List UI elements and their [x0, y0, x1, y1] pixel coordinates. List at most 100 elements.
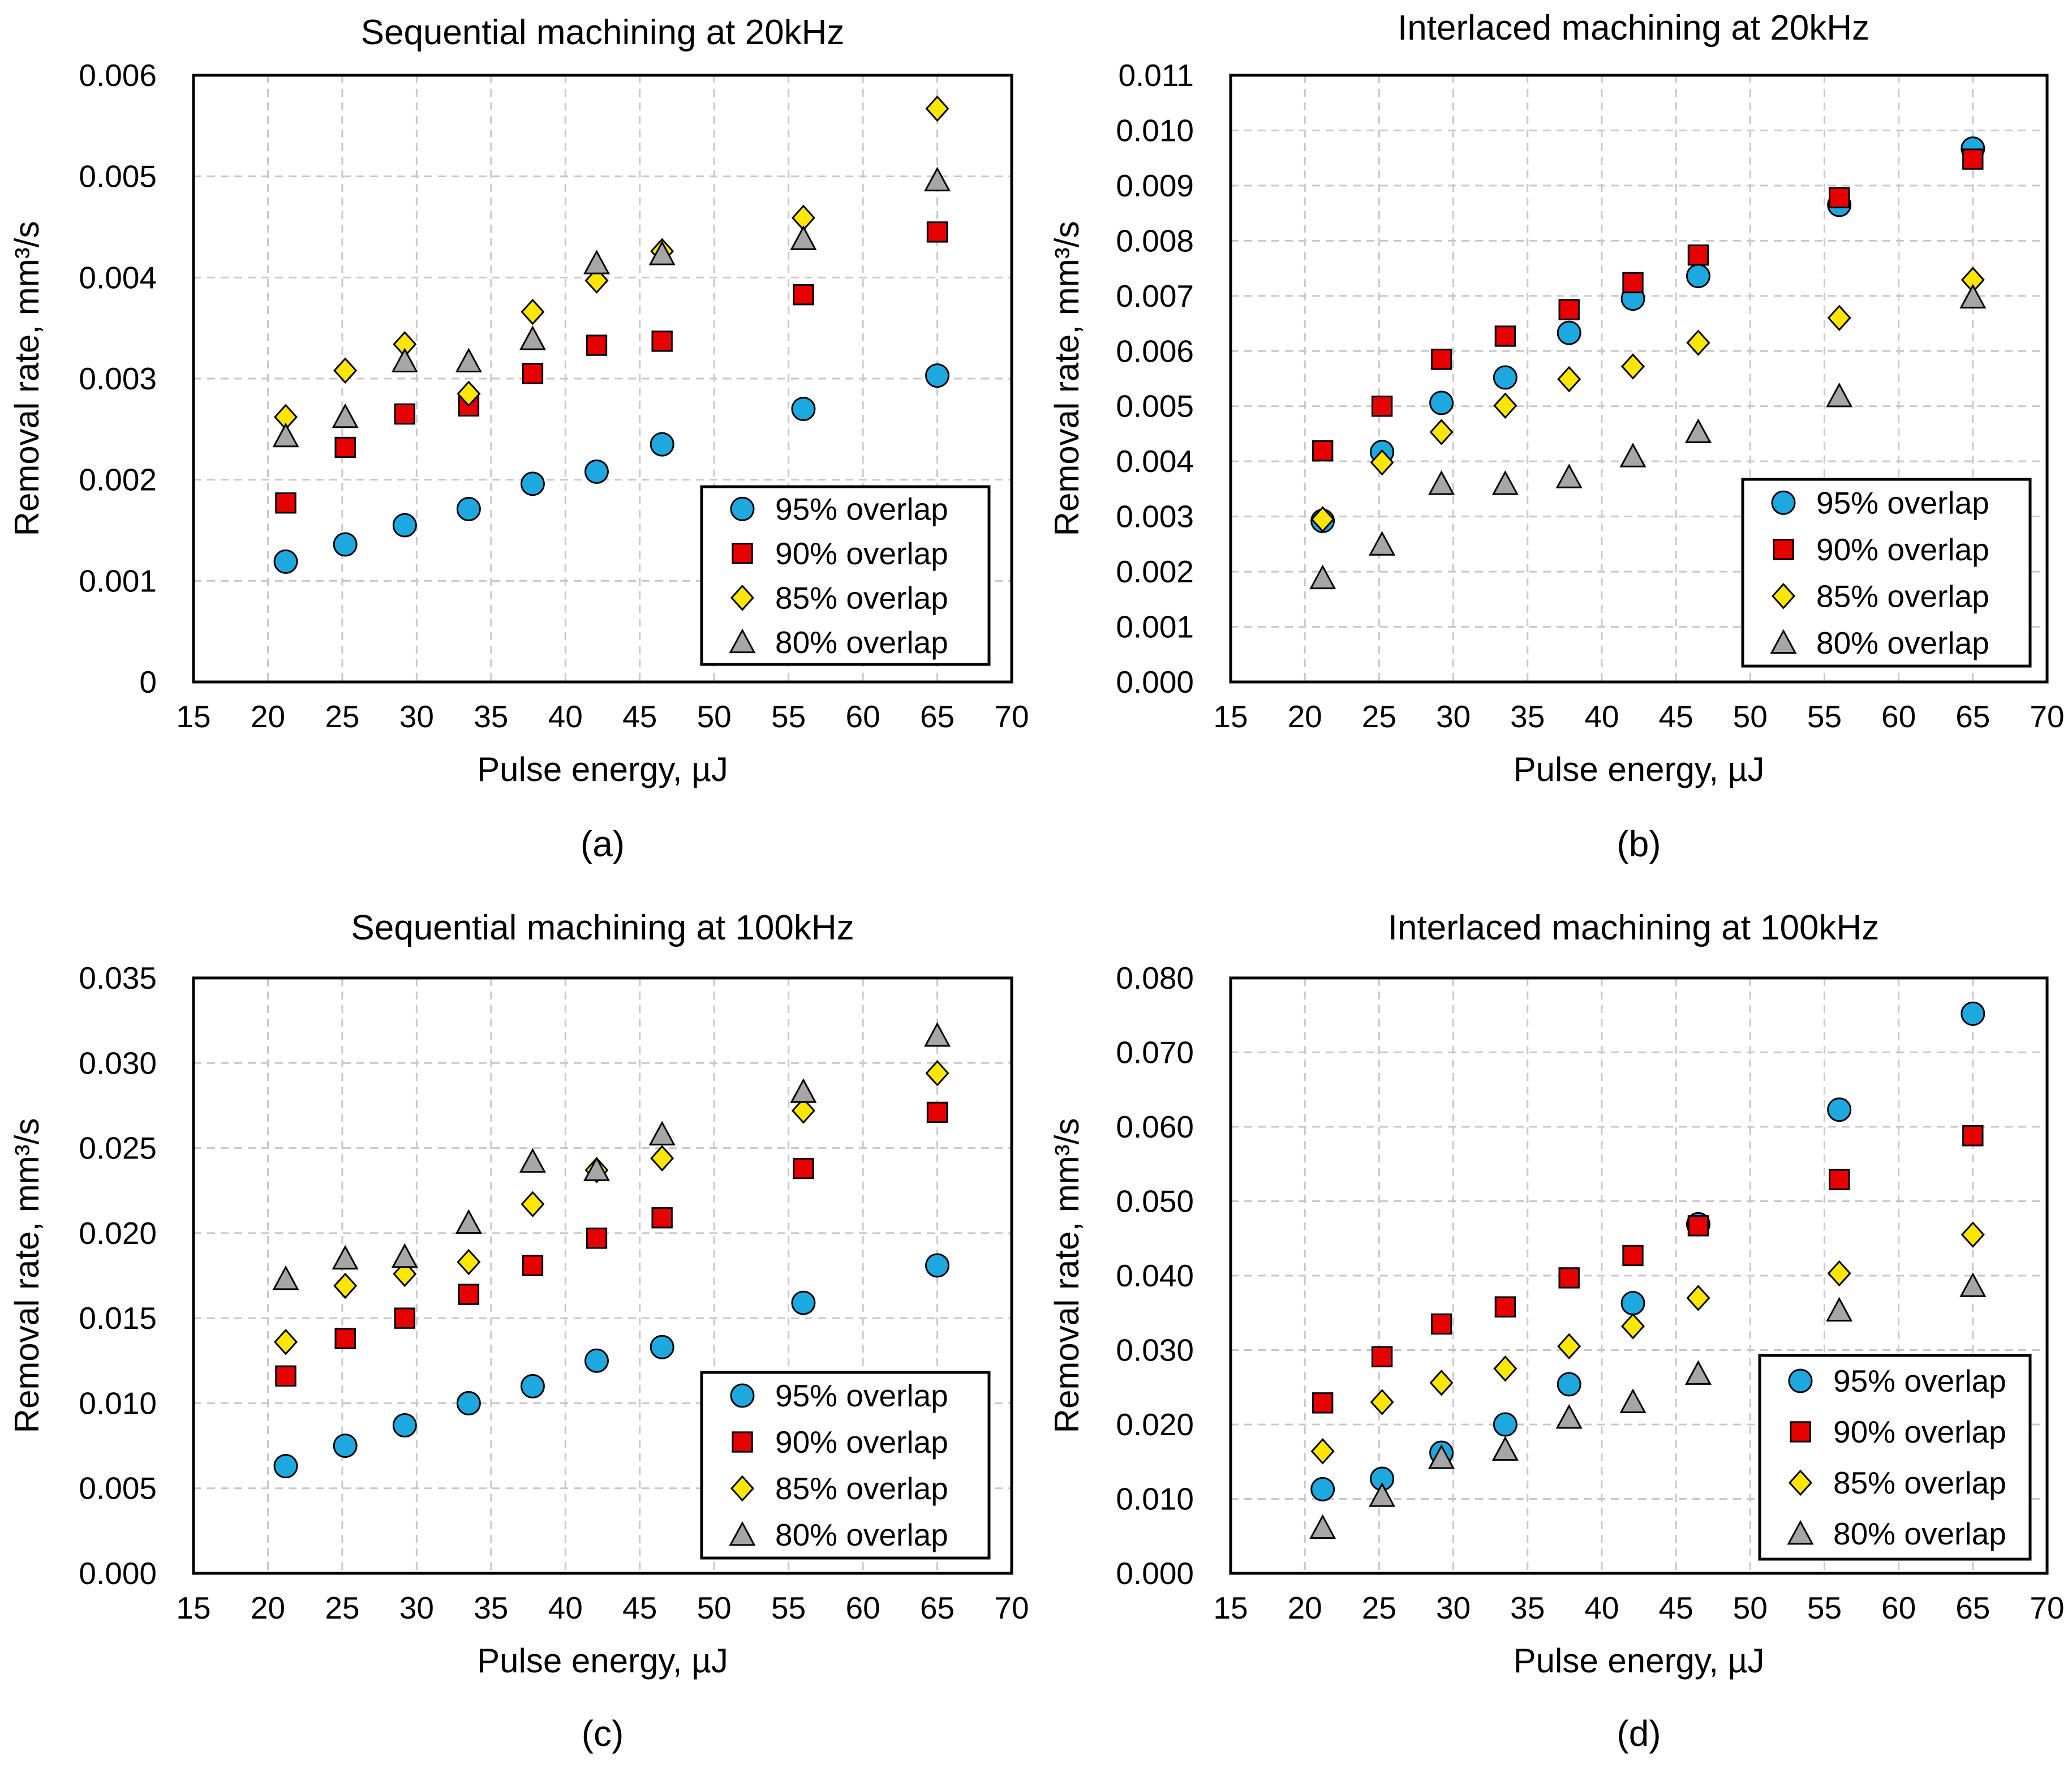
data-point-triangle — [790, 225, 817, 250]
data-point-triangle — [391, 1243, 418, 1268]
y-tick-label: 0.011 — [1118, 58, 1194, 93]
data-point-triangle — [272, 1265, 299, 1290]
x-tick-label: 65 — [920, 1590, 955, 1625]
data-point-circle — [925, 1253, 950, 1278]
data-point-circle — [650, 432, 674, 457]
data-point-circle — [925, 363, 950, 388]
data-point-triangle — [924, 1022, 951, 1047]
data-point-triangle — [1369, 531, 1396, 556]
y-tick-label: 0.080 — [1116, 960, 1194, 995]
x-tick-label: 35 — [474, 699, 508, 734]
x-tick-label: 25 — [325, 699, 359, 734]
legend-marker-circle — [1788, 1368, 1813, 1393]
y-tick-label: 0.005 — [79, 159, 157, 194]
data-point-circle — [1961, 1001, 1985, 1026]
data-point-square — [334, 1328, 356, 1349]
data-point-square — [1687, 1215, 1709, 1237]
data-point-diamond — [457, 380, 481, 407]
data-point-square — [586, 1228, 608, 1249]
data-point-diamond — [925, 95, 949, 122]
data-point-square — [1622, 272, 1644, 294]
y-tick-label: 0.004 — [1116, 444, 1194, 479]
data-point-square — [394, 403, 416, 425]
x-tick-label: 70 — [2030, 1590, 2064, 1625]
y-tick-label: 0.035 — [79, 960, 157, 995]
data-point-triangle — [519, 325, 546, 350]
legend-label: 80% overlap — [1833, 1516, 2006, 1551]
legend-label: 90% overlap — [1833, 1414, 2006, 1449]
data-point-circle — [392, 1413, 417, 1438]
x-tick-label: 45 — [622, 699, 657, 734]
data-point-diamond — [393, 1260, 417, 1288]
data-point-square — [1558, 299, 1580, 320]
data-point-square — [1312, 1392, 1334, 1414]
data-point-square — [1828, 1169, 1850, 1191]
chart-panel-1: 15 20 25 30 35 40 45 50 55 60 65 70 0 0.001 0.002 0.003… — [8, 13, 1029, 864]
x-tick-label: 45 — [622, 1590, 657, 1625]
data-point-triangle — [583, 250, 610, 274]
legend-label: 95% overlap — [775, 1378, 948, 1413]
legend: 95% overlap 90% overlap 85% overlap 80% ove… — [1758, 1354, 2032, 1561]
y-tick-label: 0.003 — [79, 361, 157, 396]
data-point-square — [1962, 148, 1984, 170]
x-tick-label: 50 — [697, 1590, 732, 1625]
y-tick-label: 0.000 — [1116, 664, 1194, 700]
data-point-circle — [1429, 390, 1454, 415]
data-point-circle — [791, 1290, 816, 1315]
x-tick-label: 55 — [1807, 1590, 1842, 1625]
y-tick-label: 0.030 — [79, 1045, 157, 1080]
data-point-triangle — [1428, 470, 1455, 495]
data-point-square — [1430, 1313, 1452, 1335]
legend-marker-square — [1773, 539, 1794, 560]
x-axis-label: Pulse energy, µJ — [1514, 1642, 1765, 1680]
x-tick-label: 20 — [1288, 1590, 1322, 1625]
data-point-square — [458, 1284, 480, 1305]
x-tick-label: 40 — [1584, 1590, 1619, 1625]
legend-marker-triangle — [729, 628, 756, 654]
legend-marker-circle — [730, 1383, 755, 1408]
data-point-circle — [1310, 1477, 1335, 1501]
legend-marker-square — [732, 543, 753, 564]
data-point-triangle — [1491, 470, 1519, 495]
data-point-triangle — [1959, 1272, 1987, 1297]
legend-label: 80% overlap — [775, 625, 948, 660]
data-point-triangle — [455, 1209, 482, 1234]
data-point-circle — [1557, 1372, 1581, 1397]
data-point-triangle — [391, 347, 418, 372]
legend-label: 80% overlap — [775, 1517, 948, 1552]
data-point-diamond — [333, 1272, 358, 1299]
x-tick-label: 60 — [845, 1590, 880, 1625]
data-point-diamond — [1557, 366, 1581, 393]
x-tick-label: 50 — [1733, 1590, 1768, 1625]
x-tick-label: 55 — [1807, 699, 1842, 734]
chart-title: Interlaced machining at 20kHz — [1398, 8, 1869, 48]
x-tick-label: 15 — [1213, 699, 1248, 734]
y-tick-label: 0.020 — [79, 1216, 157, 1251]
x-tick-label: 15 — [1213, 1590, 1248, 1625]
data-point-square — [275, 1365, 296, 1387]
data-point-diamond — [1557, 1333, 1581, 1360]
data-point-diamond — [1310, 1438, 1335, 1465]
data-point-circle — [1493, 365, 1518, 390]
data-point-circle — [456, 496, 481, 521]
data-point-circle — [1620, 1291, 1645, 1316]
y-tick-label: 0.020 — [1116, 1407, 1194, 1442]
data-point-triangle — [1428, 1444, 1455, 1469]
y-tick-label: 0.009 — [1116, 168, 1194, 203]
legend-label: 85% overlap — [1833, 1465, 2006, 1500]
data-point-diamond — [1620, 353, 1645, 380]
y-tick-label: 0.007 — [1116, 278, 1194, 314]
data-point-diamond — [791, 1097, 815, 1124]
x-tick-label: 40 — [548, 1590, 583, 1625]
y-tick-label: 0.040 — [1116, 1258, 1194, 1293]
y-tick-label: 0.000 — [79, 1556, 157, 1591]
x-axis-label: Pulse energy, µJ — [477, 1642, 728, 1680]
y-axis-label: Removal rate, mm³/s — [8, 221, 46, 537]
data-point-circle — [1827, 1097, 1852, 1122]
legend-label: 80% overlap — [1816, 625, 1989, 660]
x-tick-label: 25 — [1362, 1590, 1396, 1625]
data-point-square — [1962, 1125, 1984, 1147]
data-point-circle — [333, 532, 358, 557]
data-point-triangle — [1309, 1514, 1336, 1539]
